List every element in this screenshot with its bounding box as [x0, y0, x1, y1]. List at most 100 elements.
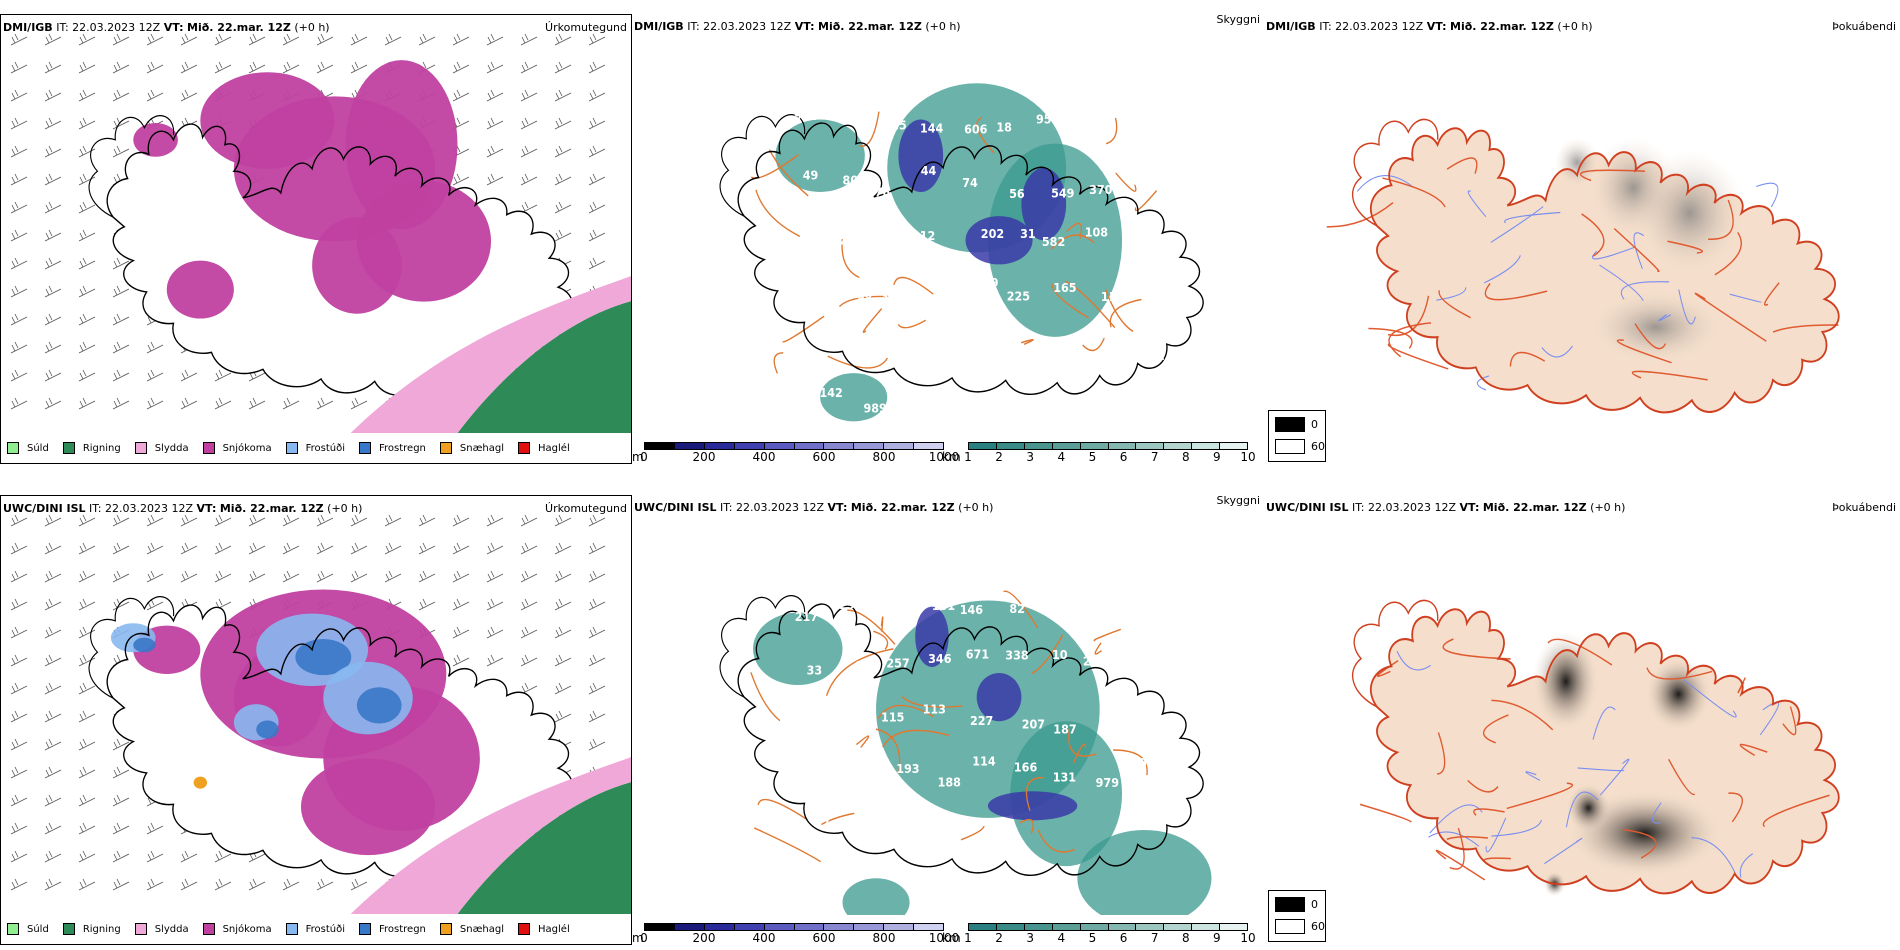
visibility-label: 131	[1053, 770, 1076, 785]
legend-label: Súld	[27, 923, 49, 935]
cloud-legend-row: 60	[1275, 919, 1325, 934]
road	[1579, 169, 1645, 182]
legend-item: Snjókoma	[202, 923, 272, 935]
colorbar-step	[996, 443, 1025, 449]
legend-item: Frostregn	[359, 923, 426, 935]
river	[1591, 246, 1635, 260]
visibility-label: 20	[1083, 654, 1099, 669]
river	[1485, 817, 1507, 853]
colorbar-tick: 7	[1150, 450, 1159, 464]
visibility-label: 80	[843, 173, 859, 188]
visibility-label: 48	[853, 659, 869, 674]
precip-type-panel-row2: UWC/DINI ISL IT: 22.03.2023 12Z VT: Mið.…	[0, 495, 632, 945]
colorbar-ticks: 0 200 400 600 800 1000	[640, 931, 959, 945]
iceland-visibility-map: 217 295 30 131 146 82 745 320 89 33 48 257 346 671 338…	[719, 590, 1212, 915]
legend-swatch	[62, 923, 75, 935]
colorbar-step	[764, 924, 795, 930]
road	[856, 735, 870, 748]
road	[1326, 202, 1394, 228]
colorbar-tick: 4	[1057, 450, 1066, 464]
road	[825, 648, 894, 697]
colorbar-step	[645, 443, 675, 449]
colorbar-tick: 10	[1240, 931, 1256, 945]
cloud-legend-swatch	[1275, 417, 1305, 432]
panel-header: UWC/DINI ISL IT: 22.03.2023 12Z VT: Mið.…	[634, 501, 994, 514]
sleet-area	[348, 276, 631, 435]
colorbar-tick: 9	[1213, 931, 1221, 945]
colorbar-unit: km	[942, 450, 961, 464]
legend-item: Rigning	[62, 923, 121, 935]
snow-area	[166, 260, 234, 319]
legend-label: Rigning	[82, 442, 121, 454]
colorbar-step	[1108, 443, 1137, 449]
reduced-visibility-area	[753, 612, 843, 686]
visibility-label: 720	[1140, 722, 1163, 737]
road	[1031, 634, 1064, 674]
visibility-label: 626	[810, 225, 833, 240]
cloud-legend-label: 60	[1311, 920, 1325, 933]
visibility-label: 187	[1053, 722, 1076, 737]
road	[901, 696, 963, 708]
visibility-label: 137	[1150, 289, 1173, 304]
road	[1093, 628, 1122, 642]
road	[1613, 227, 1660, 273]
visibility-label: 113	[923, 702, 946, 717]
visibility-label: 338	[1005, 648, 1028, 663]
coastline	[719, 595, 806, 698]
visibility-label: 12	[920, 229, 936, 244]
legend-label: Slydda	[154, 442, 189, 454]
river	[1683, 679, 1737, 718]
colorbar-tick: 5	[1088, 931, 1097, 945]
road	[1066, 222, 1083, 239]
road	[1025, 776, 1044, 811]
colorbar-tick: 2	[995, 931, 1003, 945]
river	[1592, 706, 1616, 740]
model-source: UWC/DINI ISL	[3, 502, 86, 515]
colorbar-ticks: 1 2 3 4 5 6 7 8 9 10	[964, 931, 1255, 945]
visibility-label: 320	[1085, 602, 1108, 617]
rain-area	[456, 301, 631, 435]
visibility-label: 146	[843, 718, 866, 733]
reduced-visibility-area	[1077, 829, 1212, 915]
snow-area	[300, 758, 436, 856]
colorbar-tick: 9	[1213, 450, 1221, 464]
visibility-label: 166	[1014, 760, 1037, 775]
coastline	[88, 115, 175, 218]
valid-time: Mið. 22.mar. 12Z	[187, 21, 291, 34]
road	[1694, 292, 1767, 342]
legend-item: Slydda	[134, 923, 189, 935]
snow-area	[312, 217, 402, 314]
colorbar-tick: 200	[692, 450, 716, 464]
visibility-label: 370	[1089, 183, 1112, 198]
visibility-label: 207	[1022, 717, 1045, 732]
legend-item: Súld	[7, 923, 49, 935]
colorbar-tick: 400	[752, 931, 776, 945]
colorbar-unit: m	[632, 450, 644, 464]
visibility-label: 137	[809, 811, 832, 826]
road	[1491, 699, 1554, 731]
colorbar-unit: km	[942, 931, 961, 945]
coastline	[719, 114, 806, 217]
visibility-label: 18	[996, 120, 1012, 135]
freezing-rain-area	[133, 637, 156, 653]
cloud-legend-swatch	[1275, 439, 1305, 454]
road	[1506, 782, 1573, 810]
legend-swatch	[202, 442, 215, 454]
cloud-legend-row1: 0 60	[1268, 410, 1326, 462]
colorbar-tick: 7	[1150, 931, 1159, 945]
colorbar-unit: m	[632, 931, 644, 945]
river	[1658, 314, 1671, 322]
colorbar-step	[914, 924, 944, 930]
legend-swatch	[134, 923, 147, 935]
low-visibility-area	[965, 216, 1033, 265]
river	[1739, 853, 1754, 878]
road	[1483, 714, 1509, 744]
iceland-fog-map	[1326, 118, 1840, 414]
river	[1396, 650, 1431, 671]
reduced-visibility-area	[1010, 721, 1123, 867]
road	[753, 827, 821, 863]
road	[1581, 213, 1605, 257]
road	[1368, 327, 1413, 349]
coastline	[737, 122, 1204, 395]
colorbar-tick: 600	[812, 931, 836, 945]
